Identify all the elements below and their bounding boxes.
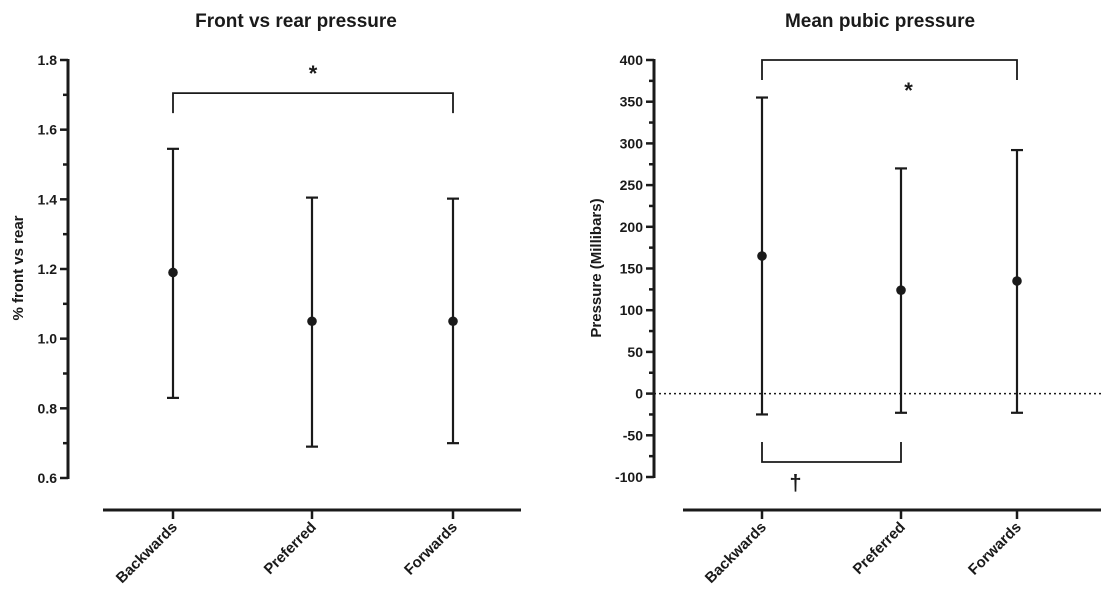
x-category-label: Backwards <box>113 519 181 587</box>
y-tick-label: 400 <box>620 52 644 68</box>
mean-point <box>168 267 178 278</box>
x-category-label: Preferred <box>261 519 320 578</box>
mean-point <box>896 285 906 295</box>
chart-mean-pubic-pressure: Mean pubic pressure Pressure (Millibars) -… <box>588 11 1101 587</box>
y-axis-label: % front vs rear <box>10 215 27 320</box>
y-tick-label: 200 <box>620 219 644 235</box>
y-tick-label: 100 <box>620 302 644 318</box>
mean-point <box>1012 276 1022 286</box>
y-tick-label: 1.0 <box>38 331 58 347</box>
y-tick-label: 0.8 <box>38 400 58 416</box>
x-category-label: Forwards <box>401 519 461 579</box>
y-tick-label: -100 <box>615 469 643 485</box>
chart-title: Mean pubic pressure <box>785 11 975 32</box>
mean-point <box>307 316 317 327</box>
y-tick-label: 350 <box>620 94 644 110</box>
significance-bracket <box>761 441 902 463</box>
significance-bracket <box>172 92 454 114</box>
y-axis-label: Pressure (Millibars) <box>588 198 605 337</box>
y-tick-label: 250 <box>620 177 644 193</box>
y-tick-label: 1.2 <box>38 261 58 277</box>
y-tick-label: 1.8 <box>38 52 58 68</box>
y-tick-label: 0.6 <box>38 470 58 486</box>
mean-point <box>448 316 458 327</box>
chart-front-vs-rear: Front vs rear pressure % front vs rear 0.6… <box>10 11 521 587</box>
chart-title: Front vs rear pressure <box>195 11 397 32</box>
x-category-label: Backwards <box>702 519 770 587</box>
y-tick-label: 1.6 <box>38 122 58 138</box>
significance-bracket <box>761 59 1018 80</box>
y-tick-label: 150 <box>620 261 644 277</box>
y-tick-label: 50 <box>627 344 643 360</box>
significance-marker: * <box>904 78 913 103</box>
significance-marker: * <box>309 61 318 86</box>
y-tick-label: 1.4 <box>38 191 58 207</box>
mean-point <box>757 251 767 261</box>
y-tick-label: -50 <box>623 427 643 443</box>
y-tick-label: 300 <box>620 135 644 151</box>
y-tick-label: 0 <box>635 386 643 402</box>
significance-marker: † <box>789 470 801 495</box>
x-category-label: Forwards <box>965 519 1025 579</box>
x-category-label: Preferred <box>850 519 909 578</box>
